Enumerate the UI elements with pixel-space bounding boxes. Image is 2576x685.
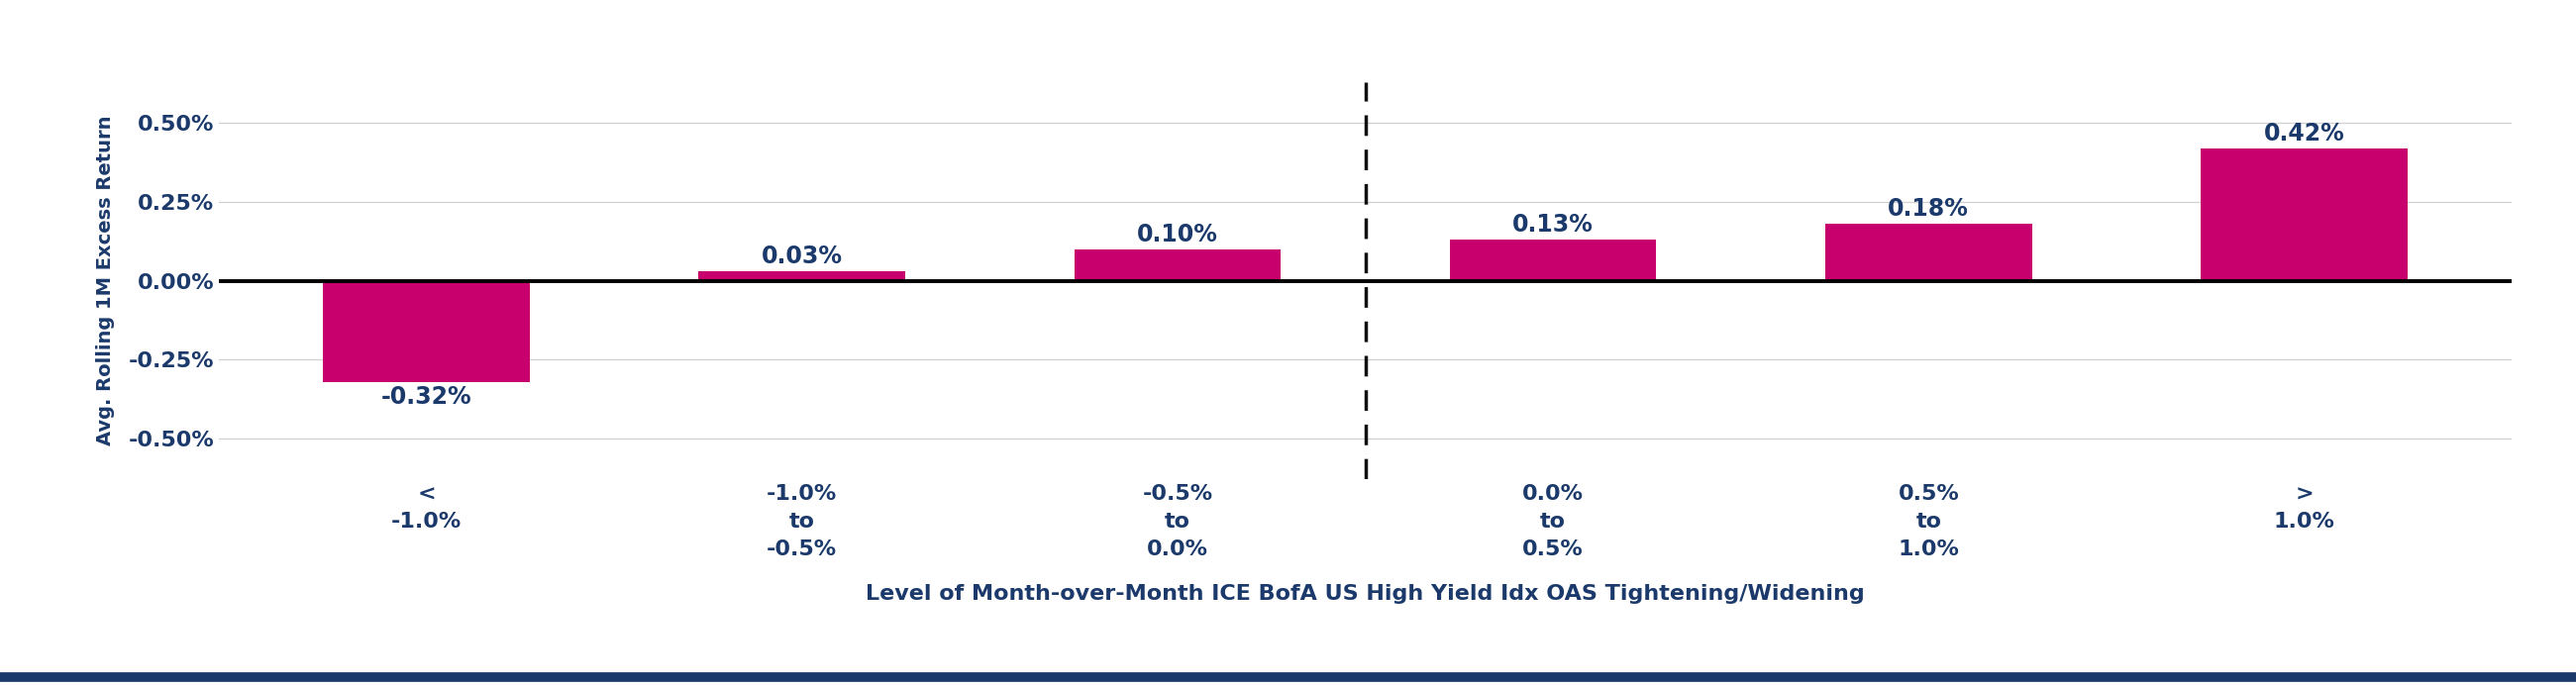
Bar	[1450, 240, 1656, 281]
Bar	[698, 271, 904, 281]
Bar	[2200, 149, 2409, 281]
Bar	[1074, 249, 1280, 281]
X-axis label: Level of Month-over-Month ICE BofA US High Yield Idx OAS Tightening/Widening: Level of Month-over-Month ICE BofA US Hi…	[866, 584, 1865, 604]
Text: 0.13%: 0.13%	[1512, 213, 1595, 237]
Text: 0.42%: 0.42%	[2264, 121, 2344, 145]
Bar	[322, 281, 531, 382]
Text: -0.32%: -0.32%	[381, 385, 471, 409]
Text: 0.03%: 0.03%	[762, 245, 842, 269]
Bar	[1826, 224, 2032, 281]
Text: 0.18%: 0.18%	[1888, 197, 1968, 221]
Text: 0.10%: 0.10%	[1136, 223, 1218, 246]
Y-axis label: Avg. Rolling 1M Excess Return: Avg. Rolling 1M Excess Return	[95, 116, 113, 446]
